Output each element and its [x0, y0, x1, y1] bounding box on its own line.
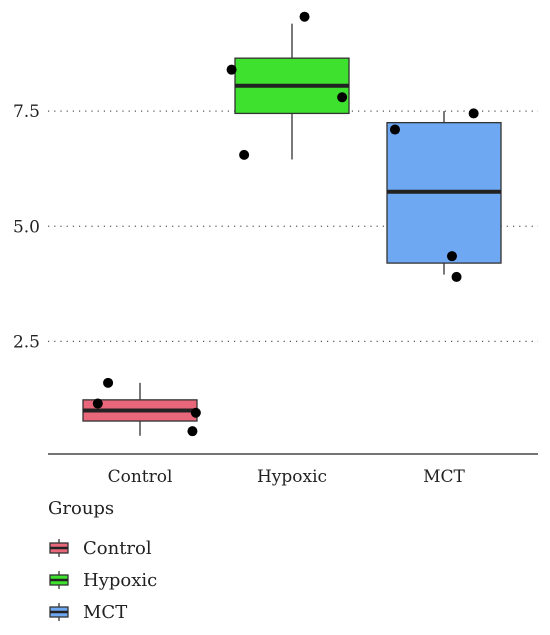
data-point [190, 407, 201, 418]
data-point [187, 426, 198, 437]
x-tick-label: MCT [423, 467, 465, 487]
legend-title: Groups [48, 498, 115, 519]
legend-item-mct: MCT [48, 596, 348, 628]
legend-label: Control [83, 537, 152, 559]
data-point [468, 108, 479, 119]
legend-key [48, 539, 70, 557]
data-point [446, 251, 457, 262]
legend-key [48, 603, 70, 621]
box-plot: 2.5 5.0 7.5 Control Hypoxic MCT [13, 11, 538, 487]
legend-label: MCT [83, 601, 128, 623]
x-tick-label: Control [108, 467, 173, 487]
data-point [92, 398, 103, 409]
legend-item-hypoxic: Hypoxic [48, 564, 348, 596]
x-tick-label: Hypoxic [257, 467, 327, 487]
data-point [451, 271, 462, 282]
data-point [239, 149, 250, 160]
legend: Groups Control Hypoxic MCT [48, 496, 348, 628]
data-point [337, 92, 348, 103]
data-point [103, 377, 114, 388]
y-tick-label: 7.5 [13, 102, 40, 122]
data-point [226, 64, 237, 75]
y-tick-label: 5.0 [13, 217, 40, 237]
legend-item-control: Control [48, 532, 348, 564]
legend-label: Hypoxic [83, 569, 158, 591]
data-point [389, 124, 400, 135]
data-point [299, 11, 310, 22]
y-tick-label: 2.5 [13, 332, 40, 352]
legend-key [48, 571, 70, 589]
